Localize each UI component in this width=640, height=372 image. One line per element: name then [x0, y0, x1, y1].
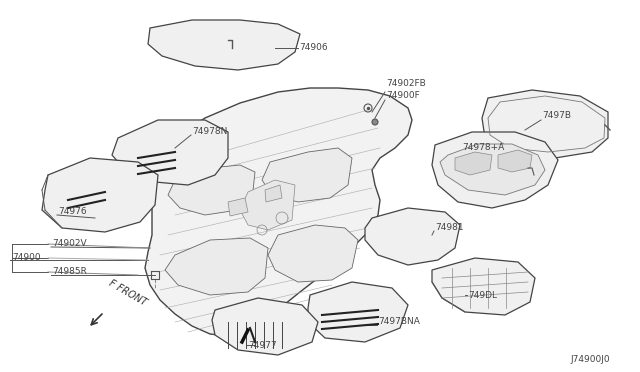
- Text: 74981: 74981: [435, 224, 463, 232]
- Polygon shape: [168, 165, 255, 215]
- Circle shape: [372, 119, 378, 125]
- Polygon shape: [145, 88, 412, 336]
- Text: 7497B: 7497B: [542, 110, 571, 119]
- Polygon shape: [432, 132, 558, 208]
- Text: 74976: 74976: [58, 208, 86, 217]
- Polygon shape: [228, 198, 248, 216]
- Text: 74900F: 74900F: [386, 90, 420, 99]
- Text: 7497BNA: 7497BNA: [378, 317, 420, 327]
- Polygon shape: [432, 258, 535, 315]
- Text: J74900J0: J74900J0: [570, 356, 610, 365]
- Polygon shape: [365, 208, 460, 265]
- Text: 74902FB: 74902FB: [386, 78, 426, 87]
- Polygon shape: [482, 90, 608, 158]
- Polygon shape: [308, 282, 408, 342]
- Polygon shape: [268, 225, 358, 282]
- Text: 74900: 74900: [12, 253, 40, 263]
- Polygon shape: [165, 238, 268, 295]
- Polygon shape: [262, 148, 352, 202]
- Polygon shape: [498, 150, 532, 172]
- Text: 74978N: 74978N: [192, 128, 227, 137]
- Polygon shape: [112, 120, 228, 185]
- Polygon shape: [212, 298, 318, 355]
- Text: 74985R: 74985R: [52, 267, 87, 276]
- Polygon shape: [42, 158, 158, 232]
- Text: 749DL: 749DL: [468, 291, 497, 299]
- Polygon shape: [440, 144, 545, 195]
- Polygon shape: [148, 20, 300, 70]
- Polygon shape: [265, 185, 282, 202]
- Polygon shape: [240, 180, 295, 230]
- Text: F FRONT: F FRONT: [107, 278, 148, 308]
- Polygon shape: [455, 152, 492, 175]
- Text: 74902V: 74902V: [52, 240, 86, 248]
- Text: 74977: 74977: [248, 340, 276, 350]
- Text: 74906: 74906: [299, 44, 328, 52]
- Text: 74978+A: 74978+A: [462, 144, 504, 153]
